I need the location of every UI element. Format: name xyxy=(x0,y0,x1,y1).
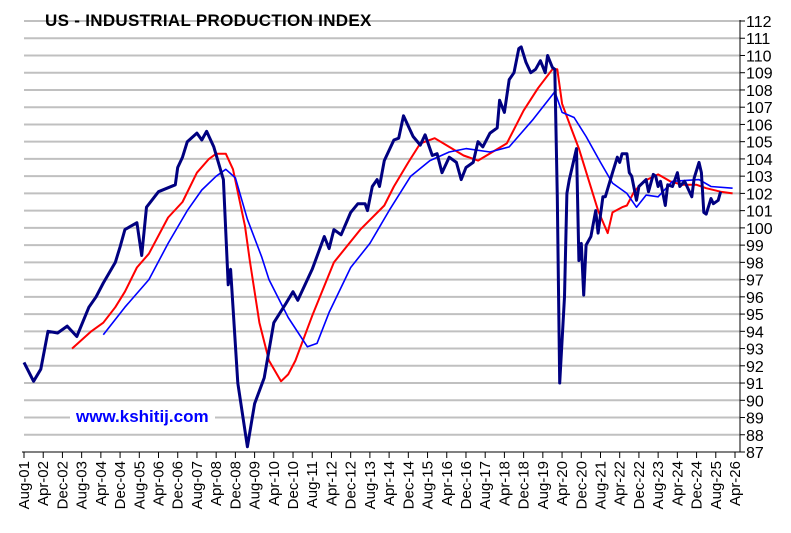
y-tick-label: 102 xyxy=(746,186,773,203)
y-tick-label: 105 xyxy=(746,135,773,152)
y-tick-label: 87 xyxy=(746,445,764,462)
x-tick-label: Dec-16 xyxy=(458,461,475,509)
x-tick-label: Aug-17 xyxy=(477,461,494,509)
x-tick-label: Aug-07 xyxy=(189,461,206,509)
x-tick-label: Dec-12 xyxy=(343,461,360,509)
x-tick-label: Apr-26 xyxy=(727,461,744,506)
y-tick-label: 91 xyxy=(746,376,764,393)
x-tick-label: Aug-13 xyxy=(362,461,379,509)
x-tick-label: Aug-09 xyxy=(247,461,264,509)
x-tick-label: Dec-22 xyxy=(631,461,648,509)
y-tick-label: 95 xyxy=(746,307,764,324)
actual-index-line xyxy=(22,45,723,449)
y-tick-label: 103 xyxy=(746,169,773,186)
x-tick-label: Dec-10 xyxy=(285,461,302,509)
watermark-link[interactable]: www.kshitij.com xyxy=(70,406,215,428)
x-tick-label: Apr-08 xyxy=(208,461,225,506)
x-tick-label: Dec-14 xyxy=(400,461,417,509)
x-tick-label: Apr-20 xyxy=(554,461,571,506)
x-tick-label: Apr-12 xyxy=(323,461,340,506)
y-tick-label: 107 xyxy=(746,100,773,117)
y-tick-label: 90 xyxy=(746,393,764,410)
y-tick-label: 112 xyxy=(746,14,772,31)
x-tick-label: Apr-04 xyxy=(93,461,110,506)
y-tick-label: 92 xyxy=(746,359,764,376)
x-tick-label: Aug-11 xyxy=(304,461,321,508)
x-tick-label: Aug-19 xyxy=(535,461,552,509)
y-tick-label: 94 xyxy=(746,324,764,341)
x-tick-label: Aug-05 xyxy=(131,461,148,509)
y-tick-label: 108 xyxy=(746,83,773,100)
x-tick-label: Aug-21 xyxy=(592,461,609,509)
axes: 8788899091929394959697989910010110210310… xyxy=(16,14,773,509)
y-tick-label: 106 xyxy=(746,117,773,134)
x-tick-label: Apr-18 xyxy=(496,461,513,506)
y-tick-label: 100 xyxy=(746,221,773,238)
y-tick-label: 93 xyxy=(746,342,764,359)
y-tick-label: 98 xyxy=(746,255,764,272)
y-tick-label: 111 xyxy=(746,31,770,48)
x-tick-label: Apr-02 xyxy=(35,461,52,506)
y-tick-label: 96 xyxy=(746,290,764,307)
x-tick-label: Apr-24 xyxy=(669,461,686,506)
x-tick-label: Apr-22 xyxy=(612,461,629,506)
y-tick-label: 110 xyxy=(746,48,772,65)
y-tick-label: 104 xyxy=(746,152,773,169)
y-tick-label: 109 xyxy=(746,66,773,83)
gridlines xyxy=(24,20,740,436)
x-tick-label: Aug-25 xyxy=(708,461,725,509)
x-tick-label: Dec-18 xyxy=(516,461,533,509)
y-tick-label: 101 xyxy=(746,204,773,221)
y-tick-label: 97 xyxy=(746,273,764,290)
y-tick-label: 89 xyxy=(746,411,764,428)
x-tick-label: Dec-24 xyxy=(689,461,706,509)
x-tick-label: Aug-03 xyxy=(74,461,91,509)
x-tick-label: Aug-01 xyxy=(16,461,33,509)
long-moving-average-line xyxy=(102,90,733,348)
x-tick-label: Dec-06 xyxy=(170,461,187,509)
x-tick-label: Dec-04 xyxy=(112,461,129,509)
x-tick-label: Aug-23 xyxy=(650,461,667,509)
x-tick-label: Aug-15 xyxy=(420,461,437,509)
y-tick-label: 99 xyxy=(746,238,764,255)
series-lines xyxy=(22,45,733,449)
x-tick-label: Apr-06 xyxy=(151,461,168,506)
chart-title: US - INDUSTRIAL PRODUCTION INDEX xyxy=(45,11,372,30)
x-tick-label: Dec-08 xyxy=(227,461,244,509)
x-tick-label: Dec-20 xyxy=(573,461,590,509)
x-tick-label: Dec-02 xyxy=(54,461,71,509)
y-tick-label: 88 xyxy=(746,428,764,445)
x-tick-label: Apr-10 xyxy=(266,461,283,506)
x-tick-label: Apr-14 xyxy=(381,461,398,506)
x-tick-label: Apr-16 xyxy=(439,461,456,506)
